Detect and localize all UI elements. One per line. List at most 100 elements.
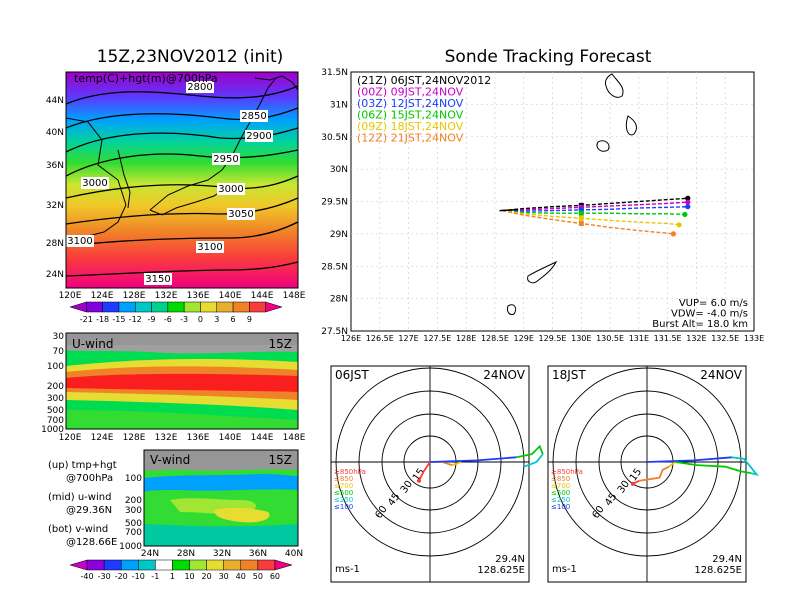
tracking-param: Burst Alt= 18.0 km xyxy=(652,319,748,330)
trajectory-endpoint xyxy=(685,199,691,205)
hodograph-date: 24NOV xyxy=(700,368,742,382)
contour-label: 3050 xyxy=(228,209,253,220)
contour-label: 3000 xyxy=(218,184,243,195)
legend-entry: (09Z) 18JST,24NOV xyxy=(357,120,464,133)
u-x-label: 140E xyxy=(219,433,242,443)
contour-label: 3100 xyxy=(67,236,92,247)
contour-3050 xyxy=(65,197,299,225)
contour-label-bg xyxy=(227,208,255,220)
temp-colorbar-label: 6 xyxy=(231,315,236,324)
u-wind-lower xyxy=(66,410,298,429)
legend-entry: (06Z) 15JST,24NOV xyxy=(357,109,464,122)
u-y-label: 30 xyxy=(53,332,65,342)
tracking-param: VDW= -4.0 m/s xyxy=(671,309,748,320)
v-colorbar-cell xyxy=(120,559,139,571)
tracking-lon-label: 131.5E xyxy=(654,334,682,343)
contour-label-bg xyxy=(196,241,224,253)
v-colorbar-label: -20 xyxy=(115,572,128,581)
island-amami xyxy=(527,260,558,284)
u-x-label: 132E xyxy=(155,433,178,443)
v-colorbar-label: 20 xyxy=(202,572,212,581)
island-2 xyxy=(625,115,637,136)
v-colorbar-cell xyxy=(189,559,207,571)
hodograph-lon: 128.625E xyxy=(477,565,525,576)
v-colorbar-cell xyxy=(240,559,259,571)
temp-colorbar-cell xyxy=(216,301,234,313)
v-colorbar-cell xyxy=(257,559,276,571)
note-mid-1: (mid) u-wind xyxy=(48,492,111,503)
map-subtitle: temp(C)+hgt(m)@700hPa xyxy=(74,72,218,85)
v-colorbar-label: 50 xyxy=(253,572,263,581)
temp-colorbar-cell xyxy=(118,301,136,313)
u-y-label: 500 xyxy=(47,406,64,416)
trajectory-marker xyxy=(578,207,584,213)
hodograph-legend-entry: ≤500 xyxy=(334,489,353,497)
v-y-label: 500 xyxy=(125,519,142,529)
hodograph-legend-entry: ≤250 xyxy=(551,496,570,504)
hodograph-legend-entry: ≤100 xyxy=(551,503,570,511)
temp-colorbar-cell xyxy=(102,301,120,313)
tracking-trajectories xyxy=(499,195,691,237)
temp-colorbar: -21 -18 -15 -12 -9 -6 -3 0 3 6 9 xyxy=(69,301,283,324)
u-x-label: 148E xyxy=(283,433,306,443)
temp-lat-label: 28N xyxy=(46,239,64,249)
tracking-legend: (21Z) 06JST,24NOV2012(00Z) 09JST,24NOV(0… xyxy=(357,74,491,145)
tracking-lat-label: 28N xyxy=(330,295,348,305)
u-wind-jet-core xyxy=(66,373,298,392)
tracking-lon-label: 132.5E xyxy=(711,334,739,343)
hodograph-trace xyxy=(523,453,544,468)
temp-lon-label: 148E xyxy=(283,291,306,301)
hodograph-time: 06JST xyxy=(335,368,369,382)
temp-map-frame xyxy=(65,71,299,289)
tracking-lon-label: 126.5E xyxy=(366,334,394,343)
v-colorbar-cell xyxy=(274,559,293,571)
v-colorbar-cell xyxy=(69,559,88,571)
contour-3100 xyxy=(65,221,299,247)
v-colorbar-cell xyxy=(155,559,173,571)
hodograph-time: 18JST xyxy=(552,368,586,382)
tracking-lon-label: 129E xyxy=(514,334,534,343)
hodograph-unit: ms-1 xyxy=(552,564,577,575)
contour-2850 xyxy=(65,107,299,129)
hodograph-legend-entry: ≥850hPa xyxy=(334,468,366,476)
launch-point xyxy=(499,208,518,212)
temp-lon-label: 140E xyxy=(219,291,242,301)
temp-colorbar-label: -18 xyxy=(96,315,109,324)
trajectory-endpoint xyxy=(685,204,691,210)
temp-colorbar-cell xyxy=(151,301,169,313)
hodograph-trace xyxy=(516,444,544,459)
temp-colorbar-cell xyxy=(200,301,218,313)
v-colorbar-label: 60 xyxy=(270,572,280,581)
temp-lat-label: 32N xyxy=(46,201,64,211)
contour-label-bg xyxy=(66,235,94,247)
tracking-lat-label: 30.5N xyxy=(321,133,348,143)
panel-notes: (up) tmp+hgt @700hPa (mid) u-wind @29.36… xyxy=(48,460,117,548)
tracking-lat-label: 27.5N xyxy=(321,327,348,337)
v-colorbar-label: -30 xyxy=(98,572,111,581)
hodograph-date: 24NOV xyxy=(483,368,525,382)
trajectory-line xyxy=(502,197,688,212)
temp-colorbar-cell xyxy=(249,301,266,313)
tracking-lat-label: 28.5N xyxy=(321,262,348,272)
temp-lon-label: 128E xyxy=(123,291,146,301)
tracking-lon-label: 127.5E xyxy=(423,334,451,343)
v-x-label: 32N xyxy=(213,549,231,559)
contour-2800 xyxy=(65,85,299,105)
note-up-1: (up) tmp+hgt xyxy=(48,460,117,471)
trajectory-marker xyxy=(578,210,584,216)
u-y-label: 200 xyxy=(47,382,64,392)
v-wind-bottom xyxy=(144,524,298,546)
tracking-lon-label: 130.5E xyxy=(596,334,624,343)
u-x-label: 124E xyxy=(91,433,114,443)
hodograph-trace xyxy=(675,461,751,474)
tracking-lon-label: 129.5E xyxy=(539,334,567,343)
v-y-label: 200 xyxy=(125,496,142,506)
hodograph-legend-entry: ≤700 xyxy=(551,482,570,490)
hodograph-lat: 29.4N xyxy=(495,554,525,565)
contour-3000 xyxy=(65,175,299,199)
u-wind-gray-band xyxy=(66,345,298,354)
v-x-label: 40N xyxy=(285,549,303,559)
trajectory-marker xyxy=(578,204,584,210)
temp-colorbar-cell xyxy=(69,301,87,313)
legend-entry: (00Z) 09JST,24NOV xyxy=(357,86,464,99)
